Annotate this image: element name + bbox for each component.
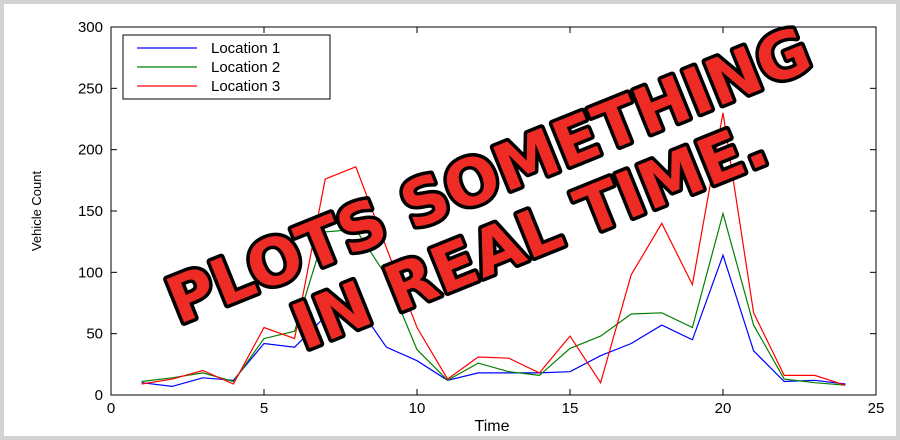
x-tick-label: 5 (260, 400, 268, 417)
y-tick-label: 100 (78, 264, 103, 281)
series-lines (141, 112, 846, 388)
y-tick-label: 150 (78, 203, 103, 220)
legend-label: Location 2 (211, 59, 280, 76)
x-tick-label: 20 (715, 400, 732, 417)
x-tick-label: 0 (107, 400, 115, 417)
y-axis-label: Vehicle Count (29, 171, 44, 252)
x-tick-label: 15 (562, 400, 579, 417)
legend-label: Location 3 (211, 78, 280, 95)
legend-label: Location 1 (211, 40, 280, 57)
y-tick-label: 250 (78, 80, 103, 97)
y-tick-label: 0 (95, 387, 103, 404)
legend: Location 1 Location 2 Location 3 (122, 34, 331, 100)
series-line-3 (141, 112, 846, 386)
y-tick-label: 200 (78, 142, 103, 159)
x-tick-label: 10 (409, 400, 426, 417)
y-tick-label: 300 (78, 19, 103, 36)
x-axis-label: Time (475, 418, 510, 435)
series-line-1 (141, 253, 846, 388)
plot-area (110, 26, 877, 396)
y-tick-label: 50 (86, 326, 103, 343)
x-tick-label: 25 (868, 400, 885, 417)
series-line-2 (141, 211, 846, 386)
